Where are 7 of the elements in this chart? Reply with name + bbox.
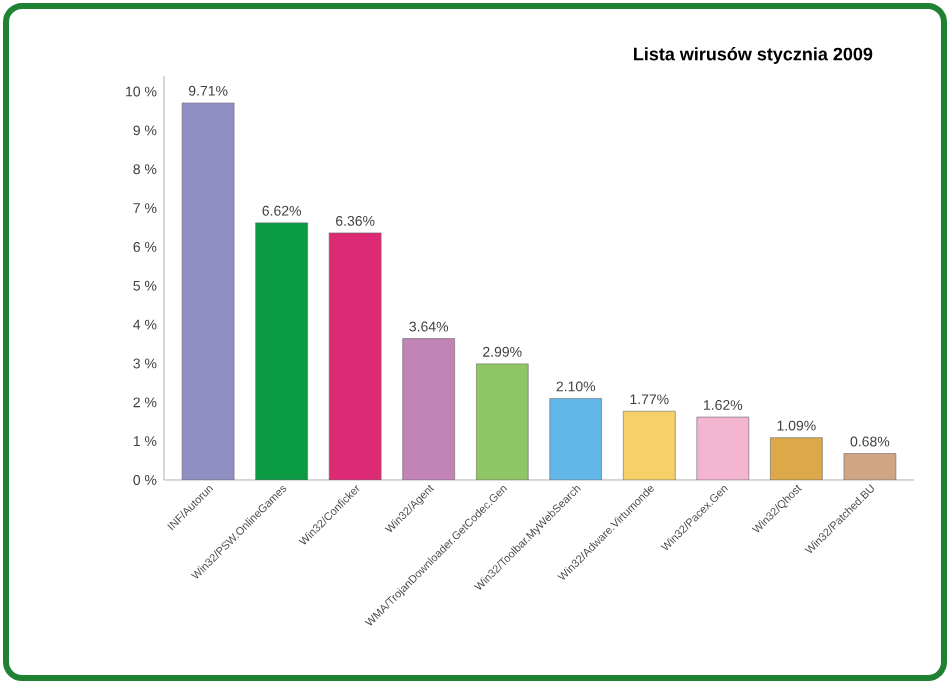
bar <box>475 363 529 480</box>
bar <box>181 102 235 480</box>
bar <box>402 338 456 480</box>
bar <box>549 398 603 480</box>
chart-title: Lista wirusów stycznia 2009 <box>634 47 873 64</box>
bar <box>622 410 676 480</box>
bar <box>843 453 897 480</box>
